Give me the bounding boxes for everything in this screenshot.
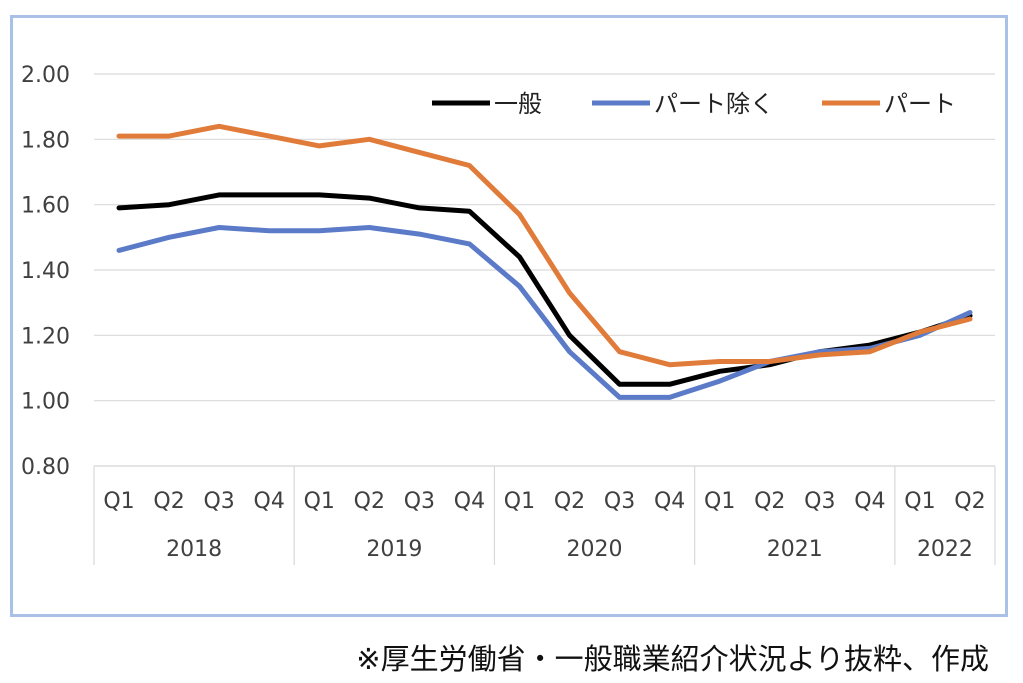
y-tick-label: 1.40 <box>21 259 70 284</box>
y-tick-label: 1.20 <box>21 324 70 349</box>
series-line-2 <box>116 123 973 368</box>
x-tick-label: Q3 <box>804 489 835 514</box>
x-year-label: 2018 <box>166 537 222 562</box>
x-tick-label: Q4 <box>254 489 285 514</box>
series-lines <box>116 123 973 400</box>
x-tick-label: Q1 <box>904 489 935 514</box>
legend: 一般 パート除く パート <box>432 90 956 118</box>
x-tick-label: Q4 <box>654 489 685 514</box>
gridlines <box>94 73 995 467</box>
y-tick-label: 1.80 <box>21 128 70 153</box>
y-tick-label: 2.00 <box>21 63 70 88</box>
x-tick-label: Q1 <box>704 489 735 514</box>
x-year-label: 2022 <box>917 537 973 562</box>
x-tick-label: Q3 <box>203 489 234 514</box>
legend-label: パート除く <box>654 90 774 118</box>
x-tick-label: Q1 <box>304 489 335 514</box>
y-tick-label: 0.80 <box>21 455 70 480</box>
y-tick-label: 1.00 <box>21 390 70 415</box>
chart-frame <box>10 15 1008 617</box>
x-tick-label: Q3 <box>404 489 435 514</box>
x-tick-label: Q1 <box>103 489 134 514</box>
x-tick-label: Q3 <box>604 489 635 514</box>
x-axis: Q1 Q2 Q3 Q4 Q1 Q2 Q3 Q4 Q1 Q2 Q3 Q4 Q1 Q2 Q3 Q4 Q1 Q2 2018… <box>93 465 996 565</box>
x-tick-label: Q2 <box>954 489 985 514</box>
x-tick-label: Q2 <box>153 489 184 514</box>
x-tick-label: Q2 <box>754 489 785 514</box>
y-axis-tick-labels: 2.00 1.80 1.60 1.40 1.20 1.00 0.80 <box>21 63 70 480</box>
x-tick-label: Q4 <box>454 489 485 514</box>
y-tick-label: 1.60 <box>21 194 70 219</box>
x-year-label: 2021 <box>767 537 823 562</box>
source-note: ※厚生労働省・一般職業紹介状況より抜粋、作成 <box>356 642 989 676</box>
legend-label: 一般 <box>494 90 542 118</box>
x-tick-label: Q2 <box>354 489 385 514</box>
x-tick-label: Q2 <box>554 489 585 514</box>
legend-label: パート <box>884 90 956 118</box>
series-line-1 <box>116 225 973 400</box>
x-tick-label: Q4 <box>854 489 885 514</box>
x-year-label: 2019 <box>366 537 422 562</box>
x-year-label: 2020 <box>567 537 623 562</box>
x-tick-label: Q1 <box>504 489 535 514</box>
